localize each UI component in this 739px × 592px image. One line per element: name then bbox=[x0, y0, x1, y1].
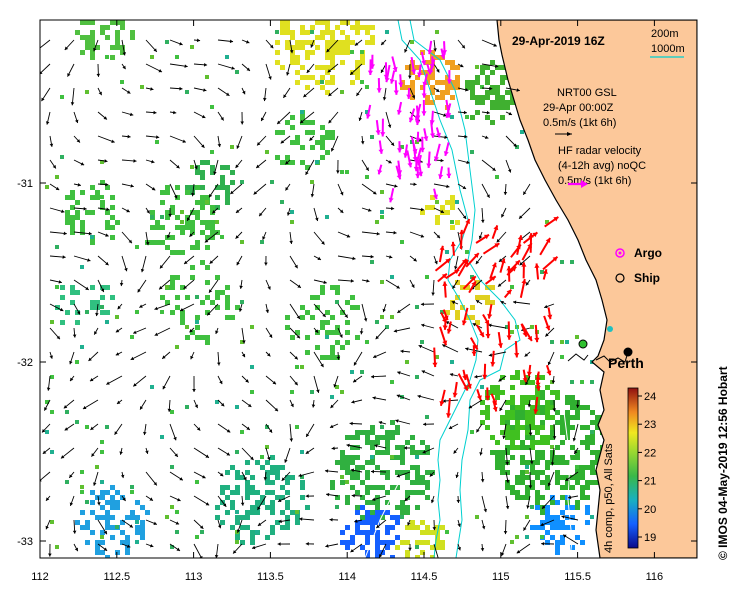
x-tick-label: 113 bbox=[185, 571, 203, 583]
x-tick-label: 114 bbox=[338, 571, 356, 583]
model-legend-line1: NRT00 GSL bbox=[557, 87, 617, 99]
depth-legend-200m: 200m bbox=[651, 28, 679, 40]
y-tick-label: -33 bbox=[17, 536, 33, 548]
perth-label: Perth bbox=[608, 355, 644, 371]
current-arrows bbox=[40, 38, 580, 558]
x-tick-label: 116 bbox=[646, 571, 664, 583]
model-legend-arrow-icon bbox=[555, 132, 572, 136]
x-tick-label: 112 bbox=[31, 571, 49, 583]
x-tick-label: 113.5 bbox=[257, 571, 284, 583]
isobath-200m bbox=[397, 20, 479, 558]
image-credit: © IMOS 04-May-2019 12:56 Hobart bbox=[716, 366, 730, 560]
x-tick-label: 115 bbox=[492, 571, 510, 583]
colorbar-tick-label: 19 bbox=[644, 532, 656, 544]
x-tick-label: 112.5 bbox=[103, 571, 130, 583]
argo-legend-label: Argo bbox=[634, 246, 662, 260]
map-title: 29-Apr-2019 16Z bbox=[512, 34, 605, 48]
sst-colorbar bbox=[627, 387, 639, 549]
colorbar-ticks: 24 23 22 21 20 19 bbox=[638, 391, 656, 544]
y-tick-label: -32 bbox=[17, 357, 33, 369]
x-tick-label: 114.5 bbox=[411, 571, 438, 583]
isobath-1000m bbox=[409, 20, 521, 558]
radar-legend-line1: HF radar velocity bbox=[558, 145, 642, 157]
model-legend-line2: 29-Apr 00:00Z bbox=[543, 102, 614, 114]
y-axis-ticks: -31 -32 -33 bbox=[17, 178, 697, 548]
ship-marker-icon bbox=[615, 273, 625, 283]
colorbar-tick-label: 21 bbox=[644, 476, 656, 488]
plot-frame bbox=[39, 19, 698, 559]
depth-legend-1000m: 1000m bbox=[651, 43, 685, 55]
colorbar-tick-label: 20 bbox=[644, 504, 656, 516]
argo-marker-icon bbox=[615, 248, 625, 258]
ship-legend-label: Ship bbox=[634, 271, 660, 285]
colorbar-label: 4h comp, p50, All Sats bbox=[603, 443, 615, 553]
colorbar-tick-label: 24 bbox=[644, 391, 656, 403]
model-legend-line3: 0.5m/s (1kt 6h) bbox=[543, 117, 616, 129]
x-axis-ticks: 112 112.5 113 113.5 114 114.5 115 115.5 116 bbox=[31, 20, 663, 583]
sst-pixels bbox=[45, 20, 615, 558]
land-area bbox=[496, 20, 697, 558]
x-tick-label: 115.5 bbox=[564, 571, 591, 583]
colorbar-tick-label: 22 bbox=[644, 447, 656, 459]
colorbar-tick-label: 23 bbox=[644, 419, 656, 431]
radar-legend-arrow-icon bbox=[568, 180, 588, 188]
radar-legend-line3: 0.5m/s (1kt 6h) bbox=[558, 175, 631, 187]
radar-legend-line2: (4-12h avg) noQC bbox=[558, 160, 646, 172]
y-tick-label: -31 bbox=[17, 178, 33, 190]
